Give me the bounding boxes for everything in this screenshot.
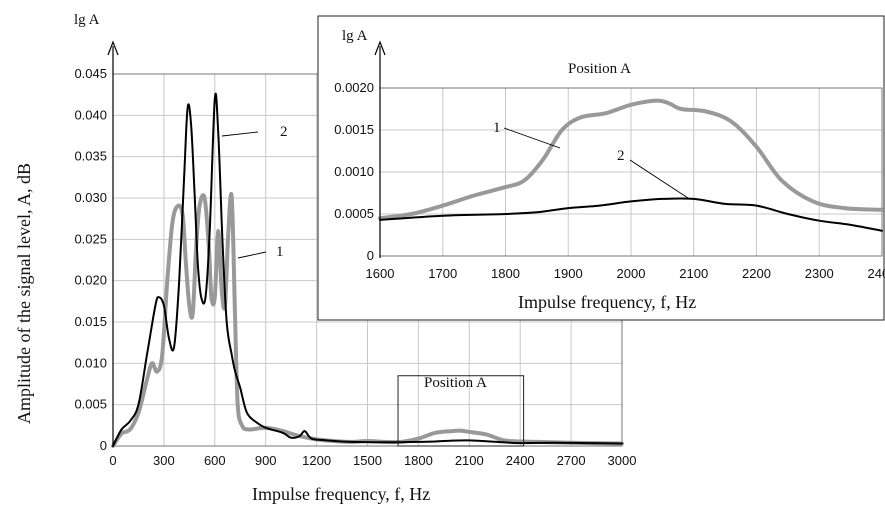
main-x-tick-label: 3000 [608, 453, 637, 468]
inset-x-tick-label: 2300 [805, 266, 834, 281]
main-y-tick-label: 0.005 [74, 397, 107, 412]
main-y-tick-label: 0.035 [74, 149, 107, 164]
inset-series-1-label: 1 [493, 120, 501, 136]
main-y-tick-label: 0.030 [74, 190, 107, 205]
main-x-tick-label: 900 [255, 453, 277, 468]
inset-series-1-line [378, 98, 884, 221]
inset-y-tick-label: 0.0020 [334, 80, 374, 95]
inset-x-tick-label: 1600 [366, 266, 395, 281]
inset-leader-1 [503, 127, 561, 149]
inset-x-tick-label: 2200 [742, 266, 771, 281]
inset-x-tick-label: 2000 [617, 266, 646, 281]
inset-y-tick-label: 0.0015 [334, 122, 374, 137]
main-x-tick-label: 300 [153, 453, 175, 468]
main-y-tick-label: 0.045 [74, 66, 107, 81]
main-x-tick-label: 1200 [302, 453, 331, 468]
inset-y-tick-label: 0.0010 [334, 164, 374, 179]
main-x-tick-label: 2700 [557, 453, 586, 468]
main-y-tick-label: 0.025 [74, 231, 107, 246]
main-lgA-label: lg A [74, 12, 100, 28]
main-lgA-text: lg A [74, 12, 100, 28]
inset-tick-labels: 1600 1700 1800 1900 2000 2100 2200 2300 2400 0 0.0… [334, 80, 885, 281]
main-x-tick-label: 2400 [506, 453, 535, 468]
main-x-axis-label: Impulse frequency, f, Hz [252, 484, 430, 504]
main-y-arrow-head [107, 40, 119, 56]
inset-series-2-line [379, 197, 883, 232]
position-a-label: Position A [424, 375, 487, 391]
main-leader-1 [237, 251, 267, 259]
inset-x-tick-label: 2400 [868, 266, 885, 281]
inset-frame [317, 15, 885, 321]
main-x-tick-label: 600 [204, 453, 226, 468]
inset-x-axis-label: Impulse frequency, f, Hz [518, 292, 696, 312]
main-y-tick-label: 0.020 [74, 273, 107, 288]
inset-lgA-text: lg A [342, 28, 368, 44]
main-series-2-label: 2 [280, 124, 288, 140]
inset-title: Position A [568, 61, 631, 77]
inset-x-tick-label: 1700 [428, 266, 457, 281]
inset-y-tick-label: 0.0005 [334, 206, 374, 221]
main-y-tick-label: 0.015 [74, 314, 107, 329]
inset-y-arrow-head [374, 40, 386, 56]
main-x-tick-label: 2100 [455, 453, 484, 468]
inset-lgA-label: lg A [342, 28, 368, 44]
main-y-tick-label: 0.010 [74, 355, 107, 370]
main-y-tick-label: 0.040 [74, 107, 107, 122]
position-a-box [397, 375, 525, 447]
main-series-1-line [111, 192, 624, 448]
inset-chart: 1600 1700 1800 1900 2000 2100 2200 2300 2400 0 0.0… [317, 15, 885, 321]
inset-series [378, 98, 884, 232]
inset-x-tick-label: 1900 [554, 266, 583, 281]
inset-y-tick-label: 0 [367, 248, 374, 263]
main-x-tick-label: 1500 [353, 453, 382, 468]
main-x-tick-label: 0 [109, 453, 116, 468]
main-tick-labels: 0 300 600 900 1200 1500 1800 2100 2400 2700 300000… [74, 66, 636, 468]
main-series [111, 92, 624, 448]
main-x-tick-label: 1800 [404, 453, 433, 468]
inset-x-tick-label: 2100 [679, 266, 708, 281]
main-y-tick-label: 0 [100, 438, 107, 453]
main-series-1-label: 1 [276, 244, 284, 260]
main-series-2-line [112, 92, 623, 447]
inset-x-tick-label: 1800 [491, 266, 520, 281]
main-y-axis-label: Amplitude of the signal level, A, dB [14, 163, 34, 424]
inset-leader-2 [629, 159, 689, 199]
main-leader-2 [221, 131, 259, 137]
inset-series-2-label: 2 [617, 148, 625, 164]
